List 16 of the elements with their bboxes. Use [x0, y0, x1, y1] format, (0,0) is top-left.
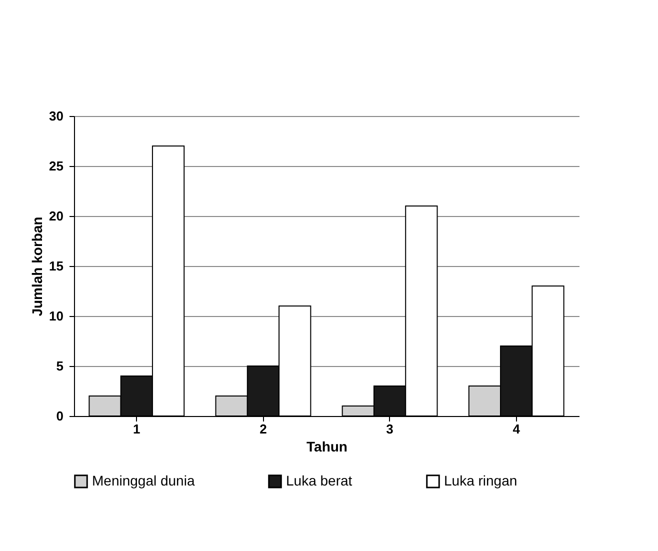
y-tick-label: 0 [56, 408, 64, 424]
legend-label: Meninggal dunia [92, 472, 195, 488]
y-tick-label: 30 [49, 108, 64, 124]
x-tick-label: 2 [260, 422, 267, 436]
y-tick-label: 5 [56, 358, 64, 374]
y-tick-label: 10 [49, 308, 64, 324]
y-tick-label: 20 [49, 208, 64, 224]
legend-label: Luka berat [286, 472, 352, 488]
x-tick-label: 1 [133, 422, 140, 436]
y-tick-label: 25 [49, 158, 64, 174]
y-tick-label: 15 [49, 258, 64, 274]
x-tick-label: 4 [512, 422, 521, 436]
y-axis-title: Jumlah korban [29, 216, 46, 316]
x-tick-label: 3 [386, 422, 394, 436]
legend-label: Luka ringan [444, 472, 518, 488]
x-axis-title: Tahun [306, 438, 348, 454]
